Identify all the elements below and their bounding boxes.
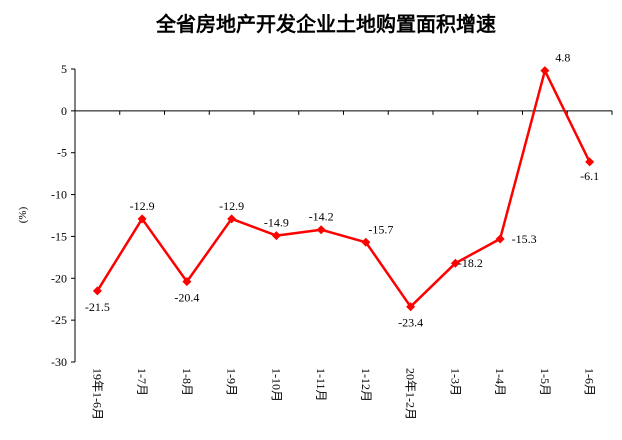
axes (71, 68, 613, 363)
y-tick-label: -25 (51, 313, 67, 327)
data-point (540, 66, 550, 76)
data-label: -15.7 (368, 222, 393, 236)
data-point (495, 234, 505, 244)
series-group (92, 66, 595, 312)
x-tick-label: 1-11月 (314, 368, 328, 402)
data-point (450, 258, 460, 268)
x-tick-label: 1-6月 (583, 368, 597, 396)
data-point (406, 302, 416, 312)
data-label: -23.4 (398, 316, 423, 330)
x-tick-label: 1-12月 (359, 368, 373, 402)
data-point (585, 157, 595, 167)
data-point (271, 231, 281, 241)
data-point (182, 277, 192, 287)
y-tick-label: -15 (51, 229, 67, 243)
x-tick-label: 1-4月 (493, 368, 507, 396)
y-axis-label: (%) (17, 206, 29, 223)
y-tick-label: -30 (51, 355, 67, 369)
x-tick-label: 1-5月 (538, 368, 552, 396)
x-tick-label: 1-3月 (448, 368, 462, 396)
y-tick-label: -5 (57, 146, 67, 160)
chart-title: 全省房地产开发企业土地购置面积增速 (155, 12, 496, 36)
x-tick-label: 1-7月 (135, 368, 149, 396)
y-tick-label: -20 (51, 271, 67, 285)
x-tick-label: 19年1-6月 (90, 368, 104, 420)
y-tick-label: 0 (61, 104, 67, 118)
data-labels: -21.5 -12.9 -20.4 -12.9 -14.9 -14.2 -15.7 -23.4… (85, 51, 599, 330)
data-point (227, 214, 237, 224)
data-point (316, 225, 326, 235)
data-label: -12.9 (219, 199, 244, 213)
data-label: -6.1 (580, 169, 599, 183)
data-point (92, 286, 102, 296)
data-label: -12.9 (130, 199, 155, 213)
data-label: -14.2 (309, 210, 334, 224)
data-label: -18.2 (458, 256, 483, 270)
data-label: -21.5 (85, 300, 110, 314)
data-label: -20.4 (174, 291, 199, 305)
x-tick-label: 1-10月 (269, 368, 283, 402)
data-point (361, 237, 371, 247)
x-tick-label: 20年1-2月 (404, 368, 418, 420)
y-tick-label: 5 (61, 62, 67, 76)
data-point (137, 214, 147, 224)
y-tick-labels: 5 0 -5 -10 -15 -20 -25 -30 (51, 62, 67, 369)
data-label: 4.8 (555, 51, 570, 65)
data-label: -15.3 (512, 232, 537, 246)
data-label: -14.9 (264, 216, 289, 230)
x-tick-label: 1-9月 (225, 368, 239, 396)
y-tick-label: -10 (51, 188, 67, 202)
x-tick-labels: 19年1-6月 1-7月 1-8月 1-9月 1-10月 1-11月 1-12月 20年1-2… (90, 368, 596, 420)
x-tick-label: 1-8月 (180, 368, 194, 396)
series-line (96, 69, 591, 308)
